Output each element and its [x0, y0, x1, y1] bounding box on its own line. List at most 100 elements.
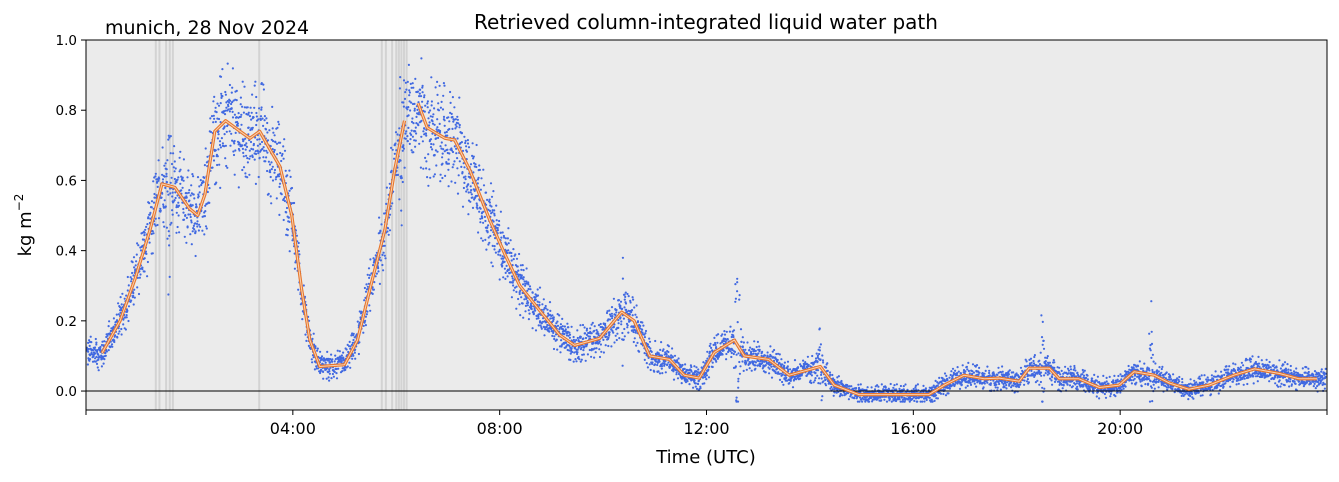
raw-point: [708, 376, 710, 378]
raw-point: [263, 150, 265, 152]
raw-point: [176, 212, 178, 214]
raw-point: [575, 339, 577, 341]
raw-point: [404, 133, 406, 135]
raw-point: [384, 245, 386, 247]
raw-point: [108, 320, 110, 322]
raw-point: [641, 329, 643, 331]
raw-point: [426, 102, 428, 104]
raw-point: [792, 386, 794, 388]
raw-point: [447, 116, 449, 118]
raw-point: [242, 81, 244, 83]
raw-point: [328, 380, 330, 382]
raw-point: [311, 361, 313, 363]
raw-point: [1049, 362, 1051, 364]
raw-point: [638, 351, 640, 353]
raw-point: [575, 360, 577, 362]
raw-point: [294, 268, 296, 270]
raw-point: [725, 353, 727, 355]
raw-point: [381, 254, 383, 256]
raw-point: [625, 302, 627, 304]
raw-point: [286, 174, 288, 176]
raw-point: [413, 103, 415, 105]
raw-point: [131, 272, 133, 274]
raw-point: [527, 283, 529, 285]
raw-point: [177, 202, 179, 204]
raw-point: [281, 153, 283, 155]
raw-point: [275, 178, 277, 180]
raw-point: [734, 301, 736, 303]
raw-point: [599, 340, 601, 342]
raw-point: [620, 320, 622, 322]
raw-point: [437, 137, 439, 139]
raw-point: [443, 116, 445, 118]
raw-point: [95, 338, 97, 340]
raw-point: [1040, 372, 1042, 374]
raw-point: [303, 284, 305, 286]
raw-point: [585, 360, 587, 362]
raw-point: [1079, 381, 1081, 383]
raw-point: [120, 296, 122, 298]
raw-point: [387, 227, 389, 229]
raw-point: [593, 330, 595, 332]
raw-point: [1070, 366, 1072, 368]
raw-point: [819, 327, 821, 329]
raw-point: [915, 385, 917, 387]
raw-point: [152, 230, 154, 232]
raw-point: [445, 144, 447, 146]
raw-point: [204, 164, 206, 166]
raw-point: [773, 349, 775, 351]
raw-point: [522, 278, 524, 280]
raw-point: [441, 163, 443, 165]
raw-point: [822, 361, 824, 363]
raw-point: [547, 312, 549, 314]
raw-point: [932, 401, 934, 403]
raw-point: [224, 125, 226, 127]
raw-point: [1102, 375, 1104, 377]
raw-point: [895, 388, 897, 390]
raw-point: [454, 145, 456, 147]
raw-point: [769, 368, 771, 370]
raw-point: [813, 381, 815, 383]
raw-point: [186, 176, 188, 178]
raw-point: [198, 195, 200, 197]
raw-point: [466, 188, 468, 190]
raw-point: [709, 351, 711, 353]
raw-point: [646, 362, 648, 364]
raw-point: [121, 293, 123, 295]
raw-point: [408, 89, 410, 91]
raw-point: [1105, 397, 1107, 399]
raw-point: [632, 296, 634, 298]
raw-point: [369, 274, 371, 276]
raw-point: [935, 394, 937, 396]
raw-point: [427, 106, 429, 108]
raw-point: [573, 351, 575, 353]
raw-point: [116, 336, 118, 338]
raw-point: [365, 283, 367, 285]
raw-point: [608, 310, 610, 312]
raw-point: [394, 153, 396, 155]
raw-point: [97, 359, 99, 361]
raw-point: [610, 345, 612, 347]
raw-point: [213, 118, 215, 120]
raw-point: [732, 336, 734, 338]
raw-point: [1042, 344, 1044, 346]
raw-point: [262, 156, 264, 158]
raw-point: [90, 341, 92, 343]
raw-point: [502, 255, 504, 257]
raw-point: [692, 387, 694, 389]
raw-point: [250, 119, 252, 121]
raw-point: [333, 376, 335, 378]
raw-point: [834, 391, 836, 393]
raw-point: [249, 150, 251, 152]
raw-point: [973, 372, 975, 374]
raw-point: [278, 186, 280, 188]
raw-point: [647, 366, 649, 368]
raw-point: [504, 268, 506, 270]
raw-point: [659, 372, 661, 374]
raw-point: [974, 383, 976, 385]
raw-point: [252, 148, 254, 150]
raw-point: [739, 373, 741, 375]
raw-point: [821, 395, 823, 397]
raw-point: [272, 132, 274, 134]
raw-point: [841, 394, 843, 396]
